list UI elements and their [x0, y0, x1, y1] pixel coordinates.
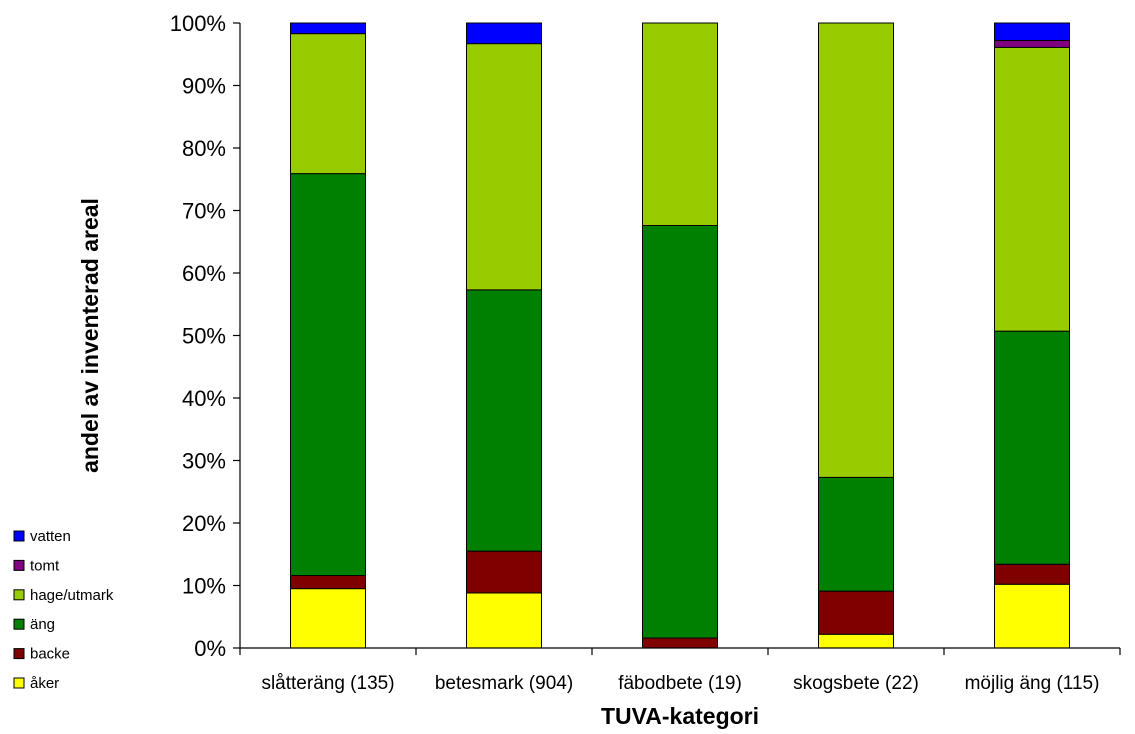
- bar-segment: [467, 23, 542, 44]
- bar-segment: [643, 23, 718, 226]
- legend-swatch: [14, 649, 24, 659]
- legend: vatten tomt hage/utmark äng backe åker: [14, 528, 114, 692]
- bar-segment: [995, 584, 1070, 648]
- bar-segment: [467, 593, 542, 648]
- bar-segment: [643, 226, 718, 639]
- x-category-label: fäbodbete (19): [618, 673, 742, 694]
- legend-swatch: [14, 619, 24, 629]
- bar-segment: [819, 591, 894, 634]
- x-category-label: betesmark (904): [435, 673, 573, 694]
- bar-segment: [995, 331, 1070, 564]
- bar-segment: [467, 44, 542, 290]
- legend-label: åker: [30, 675, 59, 692]
- y-tick-label: 70%: [182, 199, 226, 224]
- bar-segment: [467, 290, 542, 551]
- bar-segment: [643, 638, 718, 648]
- legend-label: vatten: [30, 528, 71, 545]
- y-tick-label: 80%: [182, 136, 226, 161]
- bar-segment: [291, 576, 366, 589]
- x-category-label: slåtteräng (135): [261, 673, 394, 694]
- legend-swatch: [14, 531, 24, 541]
- bar-segment: [995, 23, 1070, 41]
- legend-swatch: [14, 590, 24, 600]
- y-tick-label: 10%: [182, 574, 226, 599]
- y-tick-label: 50%: [182, 324, 226, 349]
- y-tick-label: 30%: [182, 449, 226, 474]
- bar-segment: [819, 477, 894, 591]
- y-tick-label: 20%: [182, 511, 226, 536]
- y-tick-label: 40%: [182, 386, 226, 411]
- bar-segment: [291, 34, 366, 174]
- bar-segment: [995, 564, 1070, 584]
- bar-segment: [819, 634, 894, 648]
- bar-segment: [291, 174, 366, 576]
- legend-label: backe: [30, 646, 70, 663]
- y-tick-label: 100%: [170, 11, 226, 36]
- bar-segment: [291, 23, 366, 34]
- x-category-label: skogsbete (22): [793, 673, 919, 694]
- bar-segment: [995, 47, 1070, 331]
- bar-segment: [819, 23, 894, 477]
- y-tick-label: 90%: [182, 74, 226, 99]
- bar-segment: [995, 41, 1070, 48]
- bar-segment: [467, 551, 542, 593]
- y-tick-label: 60%: [182, 261, 226, 286]
- legend-label: äng: [30, 616, 55, 633]
- y-tick-label: 0%: [194, 636, 226, 661]
- x-axis-title: TUVA-kategori: [601, 703, 759, 729]
- bars-layer: [291, 23, 1070, 648]
- y-axis-title: andel av inventerad areal: [77, 198, 103, 473]
- legend-swatch: [14, 678, 24, 688]
- legend-swatch: [14, 560, 24, 570]
- x-category-label: möjlig äng (115): [965, 673, 1100, 694]
- bar-segment: [291, 589, 366, 648]
- legend-label: tomt: [30, 557, 60, 574]
- legend-label: hage/utmark: [30, 587, 114, 604]
